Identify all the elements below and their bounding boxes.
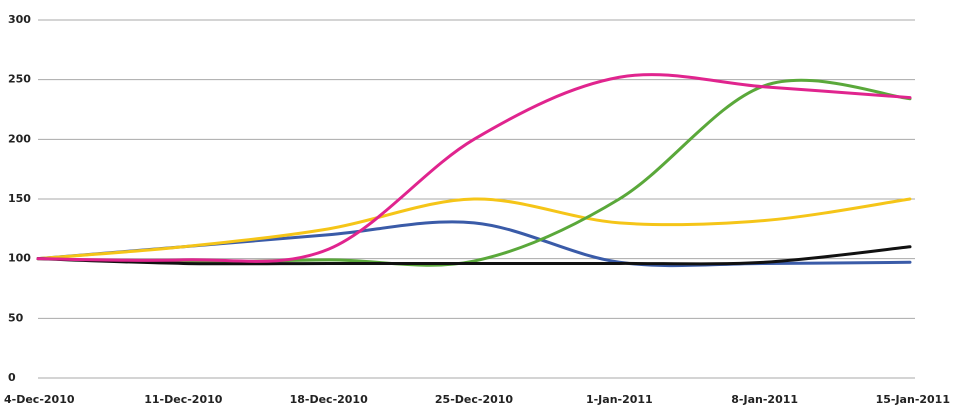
y-tick-label: 300 — [8, 13, 31, 26]
x-tick-label: 1-Jan-2011 — [586, 393, 653, 406]
x-tick-label: 8-Jan-2011 — [731, 393, 798, 406]
y-tick-label: 200 — [8, 132, 31, 145]
series-line — [36, 197, 912, 261]
y-tick-label: 150 — [8, 192, 31, 205]
x-tick-label: 25-Dec-2010 — [435, 393, 514, 406]
y-tick-label: 0 — [8, 371, 16, 384]
x-tick-label: 11-Dec-2010 — [144, 393, 223, 406]
x-tick-label: 4-Dec-2010 — [4, 393, 75, 406]
series-line — [36, 78, 912, 267]
series-line — [36, 245, 912, 266]
y-tick-label: 100 — [8, 252, 31, 265]
series-line — [36, 73, 912, 263]
x-tick-label: 15-Jan-2011 — [876, 393, 950, 406]
y-tick-label: 50 — [8, 311, 24, 324]
x-tick-label: 18-Dec-2010 — [290, 393, 369, 406]
y-tick-label: 250 — [8, 73, 31, 86]
